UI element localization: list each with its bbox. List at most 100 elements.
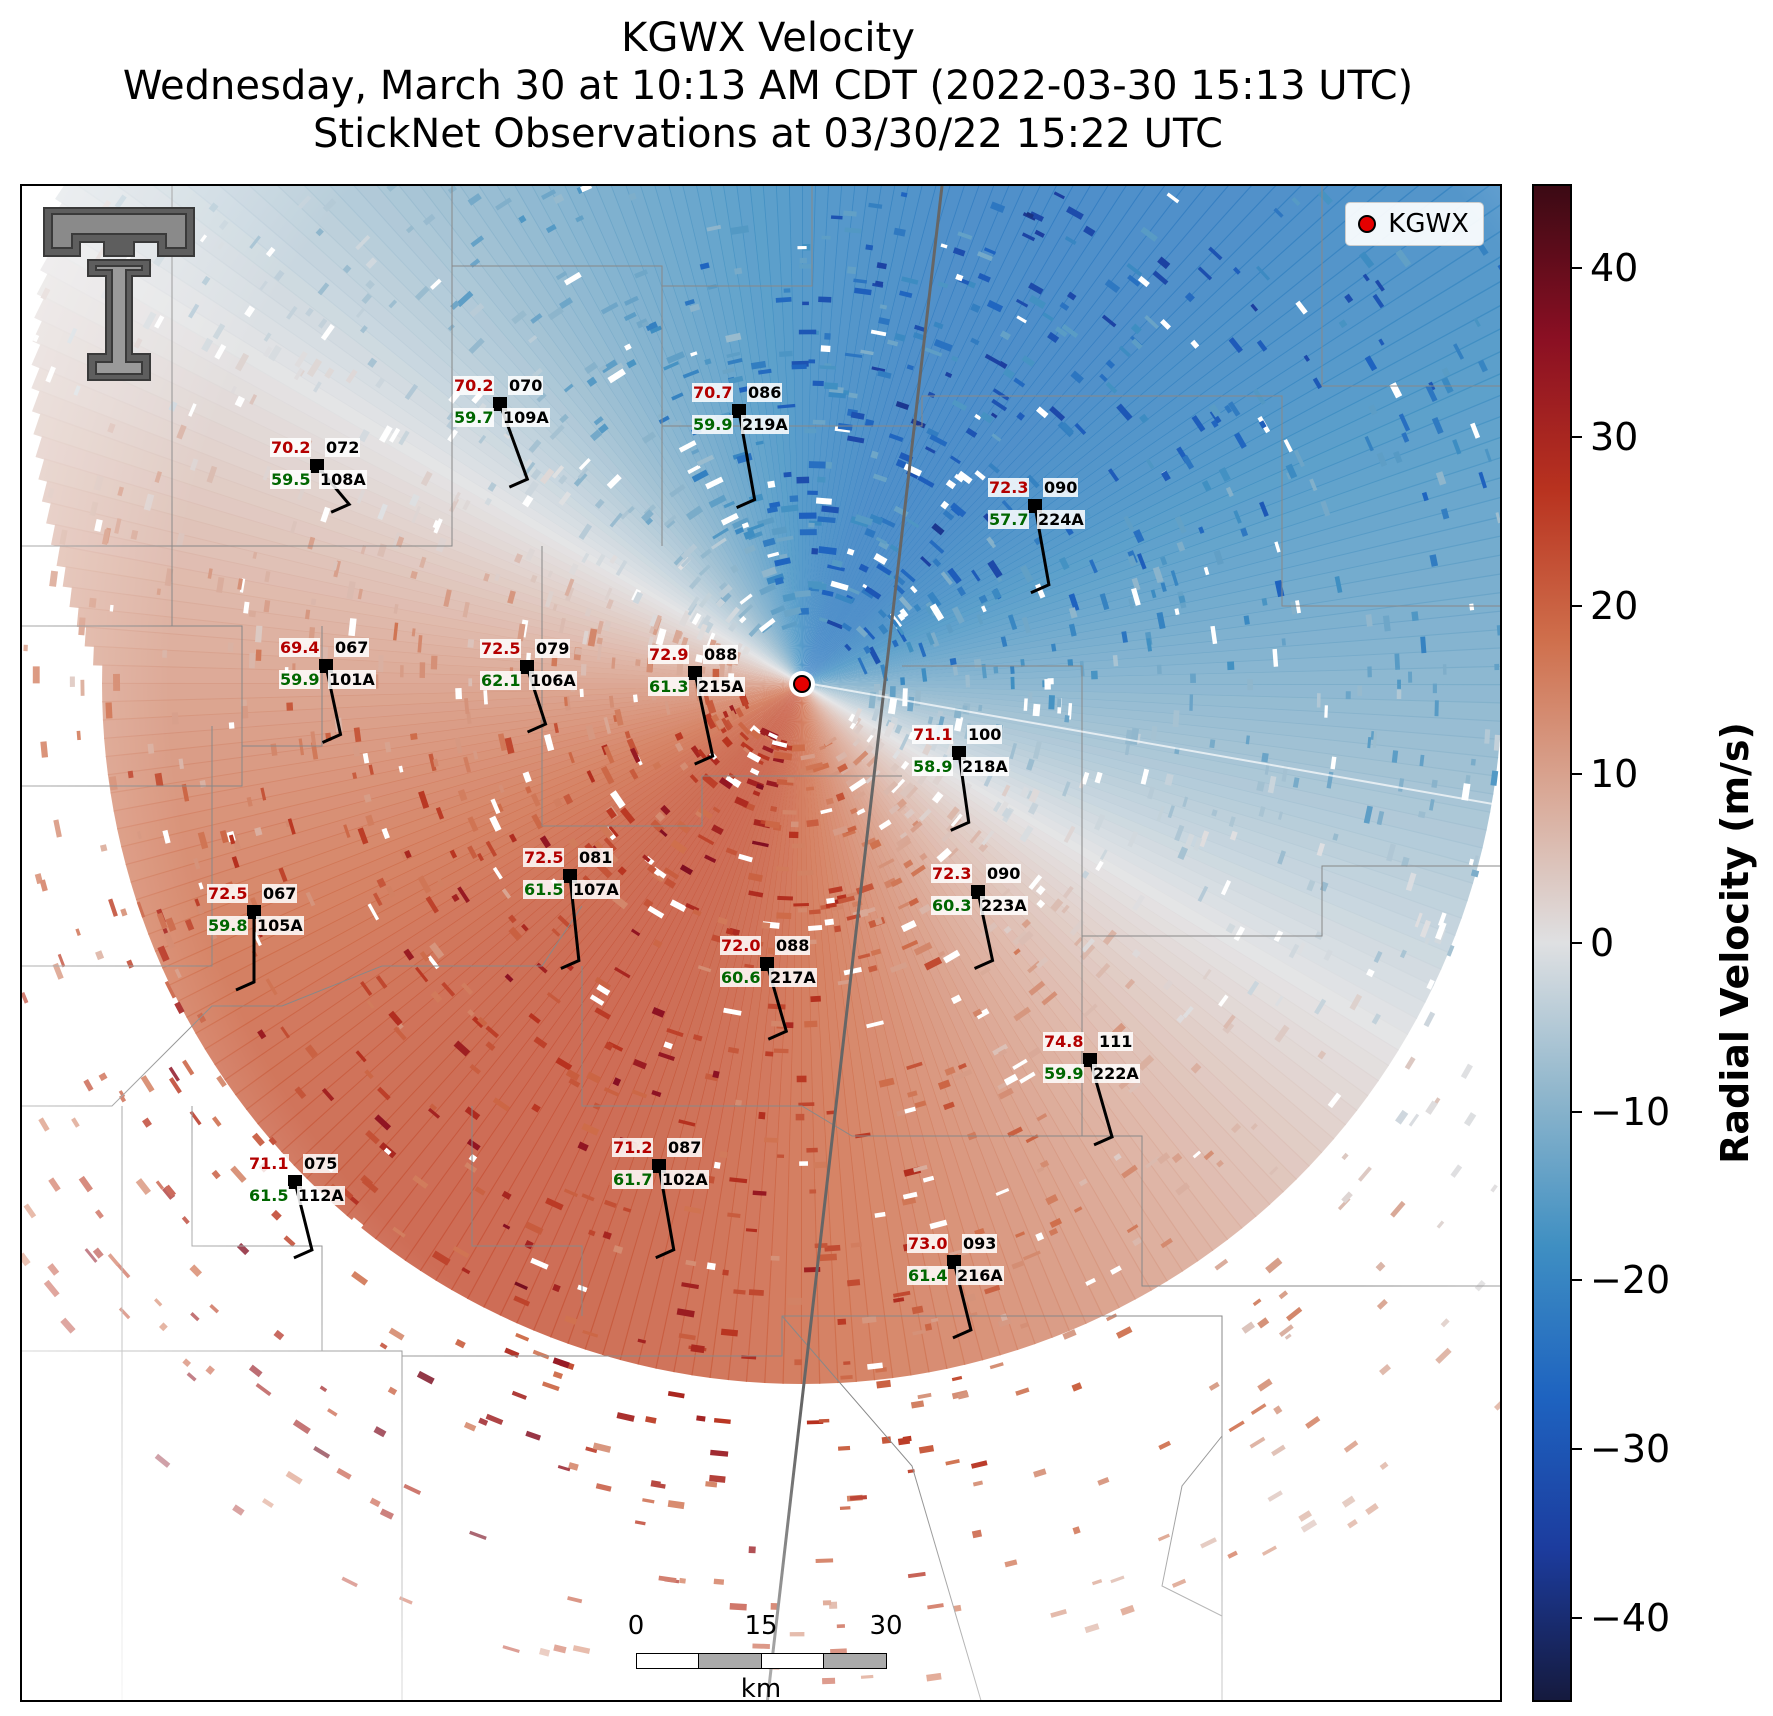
station-temperature: 71.1	[248, 1154, 290, 1173]
colorbar-title: Radial Velocity (m/s)	[1713, 722, 1757, 1164]
station-pressure: 067	[334, 638, 370, 657]
station-temperature: 72.3	[988, 478, 1030, 497]
station-marker[interactable]	[563, 869, 577, 883]
station-temperature: 72.9	[648, 645, 690, 664]
station-pressure: 079	[535, 639, 571, 658]
radar-site-marker[interactable]	[793, 675, 811, 693]
legend-label: KGWX	[1388, 209, 1469, 239]
station-id: 224A	[1037, 510, 1085, 529]
station-marker[interactable]	[760, 957, 774, 971]
station-id: 102A	[661, 1170, 709, 1189]
station-marker[interactable]	[952, 746, 966, 760]
station-temperature: 69.4	[279, 638, 321, 657]
station-dewpoint: 59.5	[270, 470, 312, 489]
station-marker[interactable]	[947, 1255, 961, 1269]
station-pressure: 090	[1043, 478, 1079, 497]
station-pressure: 111	[1098, 1032, 1134, 1051]
station-temperature: 74.8	[1043, 1032, 1085, 1051]
station-marker[interactable]	[319, 659, 333, 673]
station-pressure: 072	[325, 438, 361, 457]
station-marker[interactable]	[310, 459, 324, 473]
scale-tick-0: 0	[627, 1611, 645, 1641]
station-dewpoint: 60.3	[931, 896, 973, 915]
station-dewpoint: 61.3	[648, 677, 690, 696]
station-dewpoint: 59.8	[207, 916, 249, 935]
scale-tick-30: 30	[869, 1611, 903, 1641]
colorbar-tick	[1572, 1448, 1582, 1450]
colorbar-tick-label: −10	[1590, 1089, 1671, 1134]
colorbar-tick	[1572, 604, 1582, 607]
station-id: 222A	[1092, 1064, 1140, 1083]
station-temperature: 71.1	[912, 725, 954, 744]
wind-barb	[1030, 505, 1051, 595]
station-dewpoint: 61.7	[612, 1170, 654, 1189]
colorbar-tick-label: 0	[1590, 921, 1615, 965]
scale-segment	[636, 1653, 699, 1669]
colorbar-tick	[1572, 267, 1582, 270]
station-id: 106A	[529, 671, 577, 690]
colorbar-tick-label: −40	[1590, 1595, 1671, 1640]
station-id: 217A	[769, 968, 817, 987]
colorbar-tick	[1572, 1616, 1582, 1619]
wind-barb	[498, 403, 530, 489]
colorbar-tick	[1572, 1279, 1582, 1282]
station-pressure: 088	[703, 645, 739, 664]
figure-title: KGWX Velocity Wednesday, March 30 at 10:…	[18, 14, 1518, 158]
station-id: 215A	[697, 677, 745, 696]
scale-unit: km	[740, 1674, 782, 1702]
station-dewpoint: 62.1	[480, 671, 522, 690]
station-id: 101A	[328, 670, 376, 689]
wind-barb	[736, 410, 757, 510]
station-marker[interactable]	[520, 660, 534, 674]
station-temperature: 73.0	[907, 1234, 949, 1253]
station-temperature: 71.2	[612, 1138, 654, 1157]
station-dewpoint: 59.7	[453, 408, 495, 427]
colorbar-tick-label: −30	[1590, 1427, 1671, 1471]
station-pressure: 086	[747, 383, 783, 402]
title-line-3: StickNet Observations at 03/30/22 15:22 …	[313, 111, 1223, 157]
wind-barb	[693, 672, 715, 766]
wind-barb	[560, 875, 581, 970]
station-marker[interactable]	[1028, 499, 1042, 513]
station-dewpoint: 61.4	[907, 1266, 949, 1285]
title-line-2: Wednesday, March 30 at 10:13 AM CDT (202…	[122, 63, 1414, 109]
station-pressure: 100	[967, 725, 1003, 744]
colorbar-tick	[1572, 942, 1582, 944]
station-temperature: 72.3	[931, 864, 973, 883]
station-dewpoint: 61.5	[248, 1186, 290, 1205]
station-pressure: 087	[667, 1138, 703, 1157]
station-dewpoint: 59.9	[692, 415, 734, 434]
station-marker[interactable]	[732, 404, 746, 418]
colorbar-tick	[1572, 1110, 1582, 1113]
station-temperature: 72.5	[207, 884, 249, 903]
station-marker[interactable]	[247, 905, 261, 919]
station-marker[interactable]	[688, 666, 702, 680]
station-marker[interactable]	[652, 1159, 666, 1173]
station-temperature: 72.0	[720, 936, 762, 955]
station-dewpoint: 59.9	[1043, 1064, 1085, 1083]
scale-segment	[698, 1653, 762, 1669]
station-dewpoint: 59.9	[279, 670, 321, 689]
colorbar-tick	[1572, 773, 1582, 776]
colorbar-tick	[1572, 436, 1582, 438]
wind-barb	[950, 752, 971, 832]
station-id: 108A	[319, 470, 367, 489]
station-id: 107A	[572, 880, 620, 899]
scale-tick-15: 15	[744, 1611, 778, 1641]
radar-site-legend-marker	[1358, 215, 1377, 233]
station-id: 112A	[297, 1186, 345, 1205]
station-marker[interactable]	[493, 397, 507, 411]
title-line-1: KGWX Velocity	[621, 15, 915, 61]
station-dewpoint: 60.6	[720, 968, 762, 987]
station-dewpoint: 61.5	[523, 880, 565, 899]
station-marker[interactable]	[288, 1175, 302, 1189]
station-dewpoint: 58.9	[912, 757, 954, 776]
station-marker[interactable]	[971, 885, 985, 899]
wind-barb	[1088, 1059, 1114, 1147]
station-marker[interactable]	[1083, 1053, 1097, 1067]
scale-segment	[761, 1653, 824, 1669]
wind-barb	[235, 912, 256, 992]
radar-map[interactable]: 70.2 070 59.7 109A 70.7 086 59.9 219A 70.2 072 59.…	[20, 184, 1502, 1702]
station-dewpoint: 57.7	[988, 510, 1030, 529]
colorbar-tick-label: 20	[1590, 583, 1639, 628]
